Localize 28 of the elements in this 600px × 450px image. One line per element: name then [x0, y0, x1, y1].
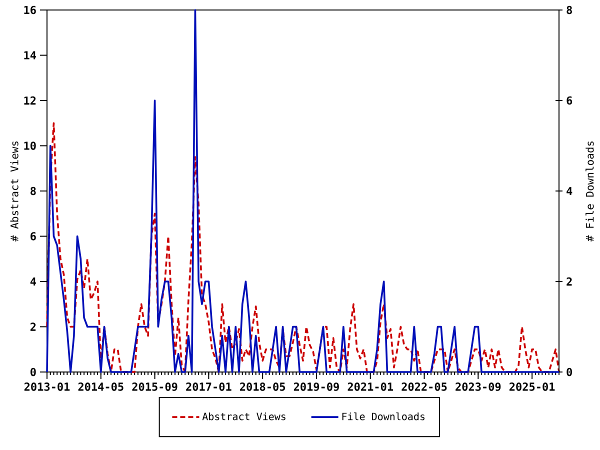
y2-axis-title: # File Downloads	[586, 141, 594, 242]
y-tick-label: 4	[30, 277, 36, 286]
y-tick-label: 10	[24, 142, 36, 150]
x-tick-label: 2015-09	[132, 382, 178, 391]
x-tick-label: 2018-05	[240, 382, 285, 391]
y-tick-label: 14	[24, 51, 36, 60]
x-tick-label: 2019-09	[294, 382, 339, 391]
x-tick-label: 2022-05	[402, 382, 447, 391]
y2-tick-label: 6	[566, 96, 572, 105]
x-tick-label: 2021-01	[348, 382, 394, 391]
x-tick-label: 2023-09	[456, 382, 501, 391]
y-tick-label: 8	[30, 186, 36, 196]
y-tick-label: 6	[30, 232, 36, 240]
y2-tick-label: 4	[566, 186, 572, 196]
y2-tick-label: 2	[566, 277, 572, 286]
x-tick-label: 2017-01	[186, 382, 232, 391]
y-tick-label: 2	[30, 322, 36, 331]
x-tick-label: 2013-01	[24, 382, 70, 391]
legend-label: File Downloads	[342, 412, 425, 420]
y-tick-label: 0	[30, 368, 36, 376]
y-tick-label: 12	[24, 96, 36, 105]
x-tick-label: 2014-05	[78, 382, 124, 391]
y2-tick-label: 8	[566, 6, 572, 14]
x-tick-label: 2025-01	[509, 382, 555, 391]
y-axis-title: # Abstract Views	[10, 141, 18, 242]
legend-label: Abstract Views	[202, 412, 286, 420]
y2-tick-label: 0	[566, 368, 572, 376]
y-tick-label: 16	[24, 6, 36, 14]
